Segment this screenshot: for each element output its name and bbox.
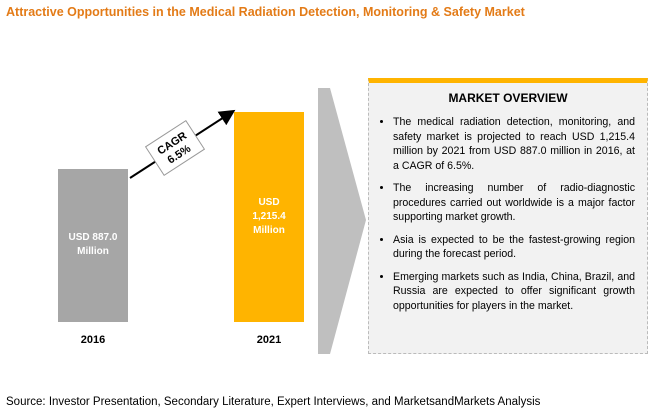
bar: USD 887.0 Million	[58, 168, 128, 322]
chevron	[318, 88, 366, 354]
overview-bullet: Asia is expected to be the fastest-growi…	[393, 233, 635, 262]
x-tick-label: 2021	[256, 334, 282, 346]
overview-bullet: Emerging markets such as India, China, B…	[393, 270, 635, 314]
cagr-box	[144, 119, 206, 177]
value-label: USD 887.0 Million	[68, 232, 118, 258]
market-overview: MARKET OVERVIEW The medical radiation de…	[368, 78, 648, 354]
overview-bullet: The increasing number of radio-diagnosti…	[393, 181, 635, 225]
overview-bullet: The medical radiation detection, monitor…	[393, 115, 635, 173]
x-tick-label: 2016	[80, 334, 106, 346]
bar: USD 1,215.4 Million	[234, 112, 304, 322]
overview-list: The medical radiation detection, monitor…	[369, 115, 647, 313]
overview-title: MARKET OVERVIEW	[448, 91, 568, 105]
page-title: Attractive Opportunities in the Medical …	[6, 5, 525, 19]
value-label: USD 1,215.4 Million	[252, 197, 286, 236]
cagr-badge: CAGR 6.5%	[144, 119, 206, 177]
source-note: Source: Investor Presentation, Secondary…	[6, 396, 541, 408]
